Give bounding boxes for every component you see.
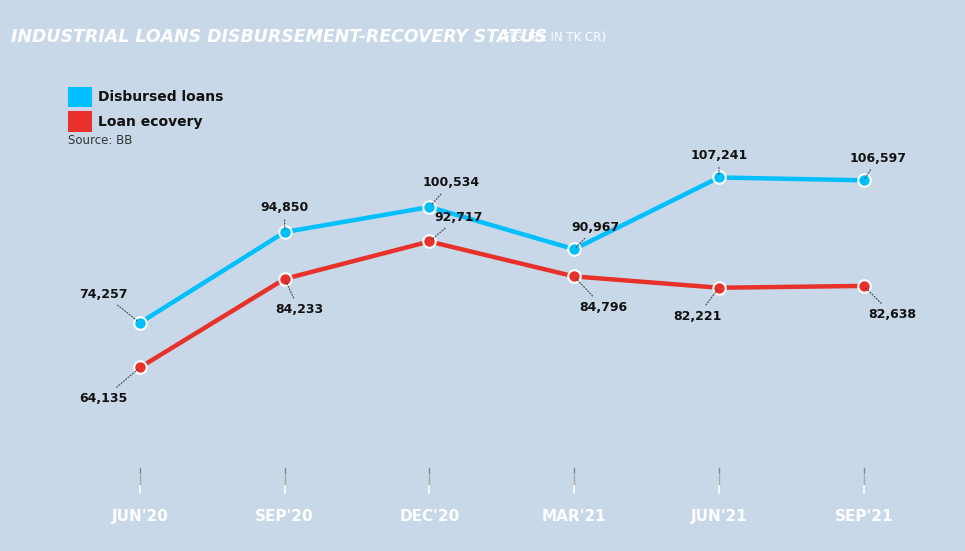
- Text: 106,597: 106,597: [849, 152, 907, 178]
- Text: JUN'20: JUN'20: [112, 509, 168, 525]
- Text: 107,241: 107,241: [690, 149, 748, 175]
- Text: 74,257: 74,257: [79, 288, 138, 321]
- Text: Disbursed loans: Disbursed loans: [98, 90, 224, 104]
- Text: 94,850: 94,850: [261, 201, 309, 229]
- Text: DEC'20: DEC'20: [400, 509, 459, 525]
- Text: MAR'21: MAR'21: [542, 509, 606, 525]
- Text: 64,135: 64,135: [79, 369, 138, 405]
- Text: 84,796: 84,796: [576, 278, 627, 314]
- Text: JUN'21: JUN'21: [691, 509, 747, 525]
- Text: 82,638: 82,638: [866, 288, 917, 321]
- Text: 82,221: 82,221: [673, 290, 722, 323]
- Text: 84,233: 84,233: [275, 282, 323, 316]
- Text: 90,967: 90,967: [572, 220, 620, 247]
- Text: 100,534: 100,534: [423, 176, 480, 205]
- Text: (FIGURE IN TK CR): (FIGURE IN TK CR): [499, 31, 606, 44]
- Text: 92,717: 92,717: [431, 210, 482, 240]
- Text: Source: BB: Source: BB: [68, 134, 132, 147]
- Text: SEP'20: SEP'20: [256, 509, 314, 525]
- Text: Loan ecovery: Loan ecovery: [98, 115, 203, 129]
- Text: SEP'21: SEP'21: [835, 509, 893, 525]
- Text: INDUSTRIAL LOANS DISBURSEMENT-RECOVERY STATUS: INDUSTRIAL LOANS DISBURSEMENT-RECOVERY S…: [11, 28, 547, 46]
